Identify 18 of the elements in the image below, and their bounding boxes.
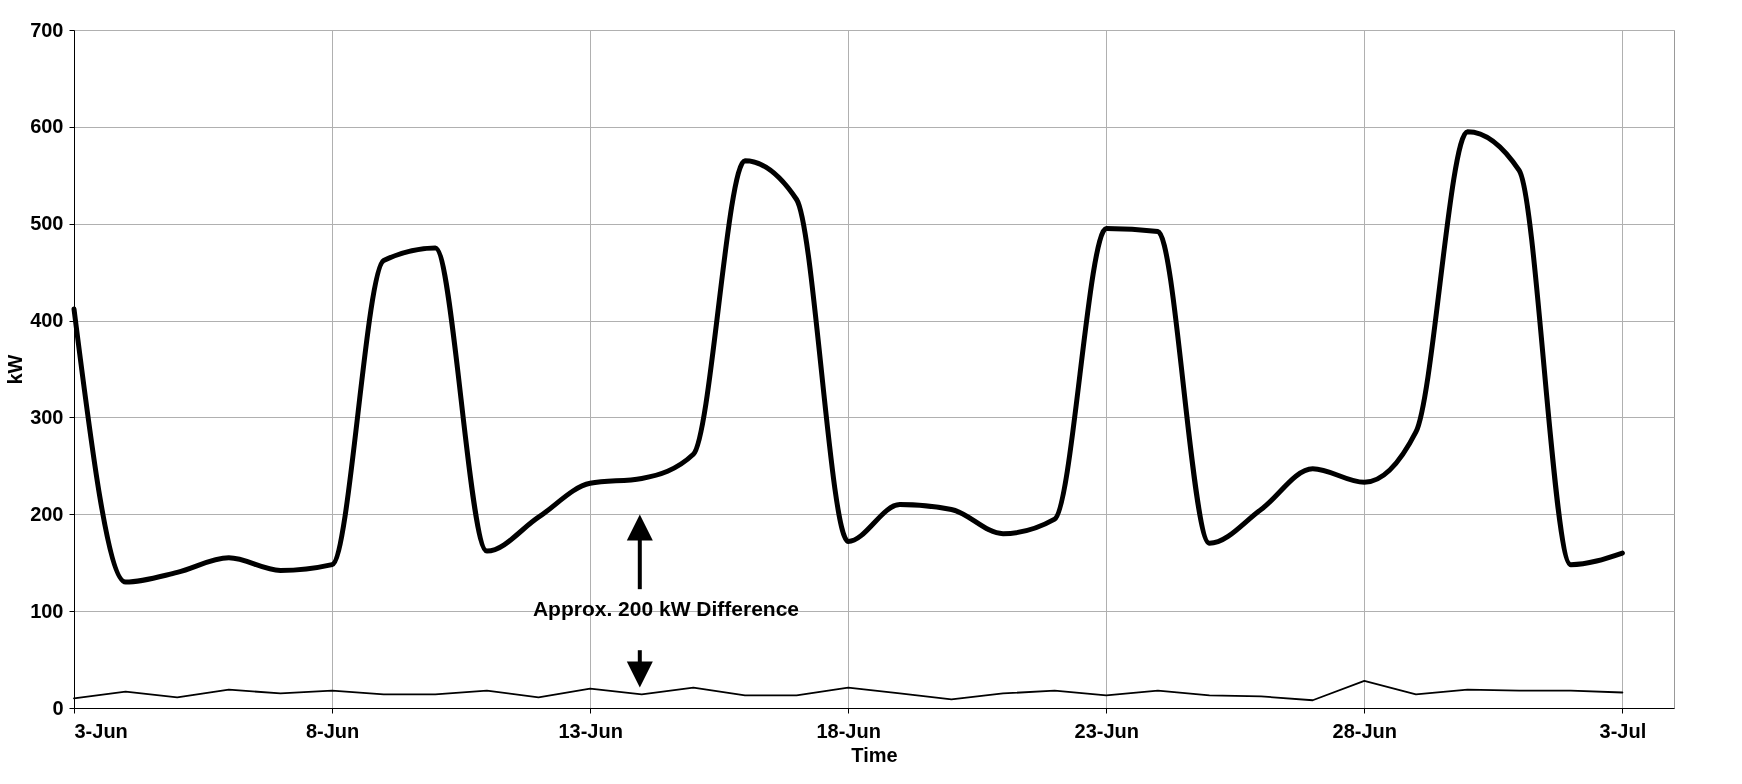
x-tick-label: 23-Jun (1074, 719, 1139, 742)
x-tick-label: 13-Jun (558, 719, 623, 742)
annotation: Approx. 200 kW Difference (532, 596, 800, 620)
x-axis-title: Time (851, 743, 898, 766)
x-tick-label: 3-Jul (1599, 719, 1647, 742)
y-axis-title: kW (4, 354, 27, 385)
x-tick-label: 28-Jun (1332, 719, 1398, 742)
y-tick-label: 500 (30, 212, 64, 235)
x-tick-label: 8-Jun (305, 719, 360, 742)
x-tick-label: 18-Jun (816, 719, 881, 742)
y-tick-label: 300 (30, 405, 64, 428)
y-tick-label: 400 (30, 309, 64, 332)
y-tick-label: 0 (52, 696, 64, 719)
y-tick-label: 600 (30, 115, 64, 138)
y-tick-label: 100 (30, 599, 64, 622)
y-tick-label: 200 (30, 502, 64, 525)
x-tick-label: 3-Jun (74, 719, 128, 742)
y-tick-label: 700 (30, 18, 64, 41)
